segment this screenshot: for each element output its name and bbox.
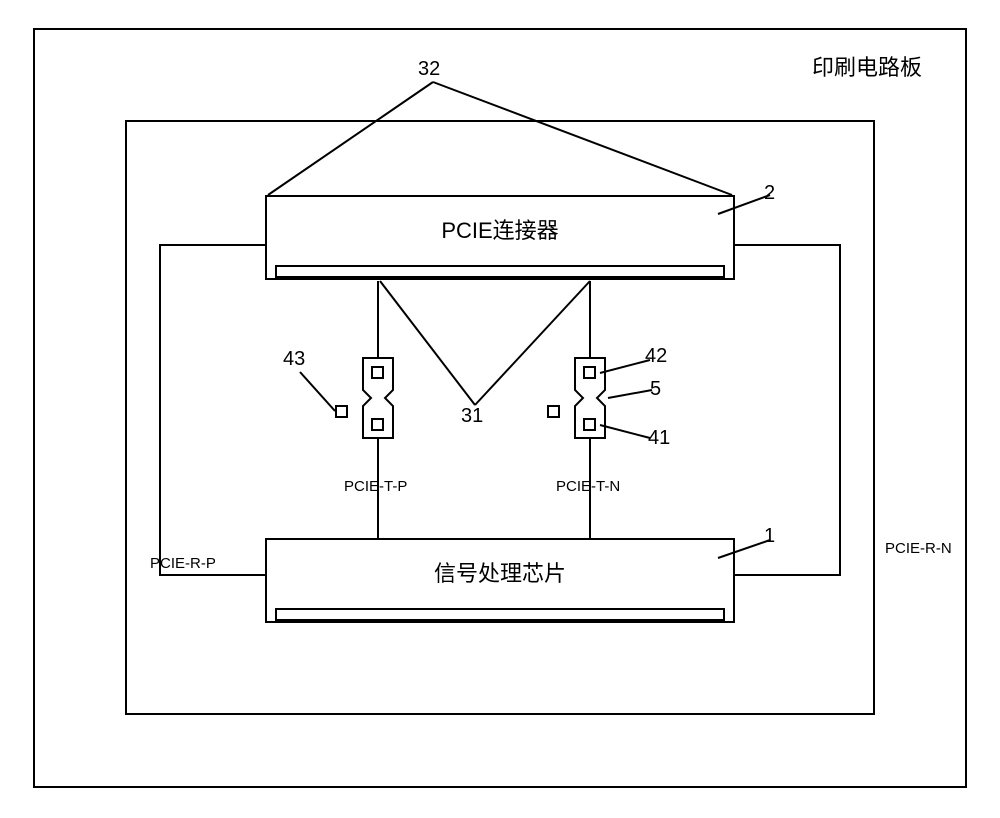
pcb-title: 印刷电路板 — [812, 50, 922, 82]
ref-2: 2 — [764, 182, 775, 205]
pcie-connector-inner-bar — [275, 265, 725, 278]
ref-1: 1 — [764, 525, 775, 548]
lbl-pcie-t-p: PCIE-T-P — [344, 478, 407, 495]
lbl-pcie-r-p: PCIE-R-P — [150, 555, 216, 572]
pad-left-bottom — [371, 418, 384, 431]
ref-42: 42 — [645, 345, 667, 368]
lbl-pcie-r-n: PCIE-R-N — [885, 540, 952, 557]
pad-left-ext — [335, 405, 348, 418]
pad-right-top — [583, 366, 596, 379]
ref-41: 41 — [648, 427, 670, 450]
lbl-pcie-t-n: PCIE-T-N — [556, 478, 620, 495]
signal-chip-label: 信号处理芯片 — [267, 556, 733, 588]
ref-43: 43 — [283, 348, 305, 371]
ref-32: 32 — [418, 58, 440, 81]
pad-right-ext — [547, 405, 560, 418]
pad-left-top — [371, 366, 384, 379]
ref-5: 5 — [650, 378, 661, 401]
pcie-connector-label: PCIE连接器 — [267, 213, 733, 245]
pad-right-bottom — [583, 418, 596, 431]
ref-31: 31 — [461, 405, 483, 428]
signal-chip-inner-bar — [275, 608, 725, 621]
